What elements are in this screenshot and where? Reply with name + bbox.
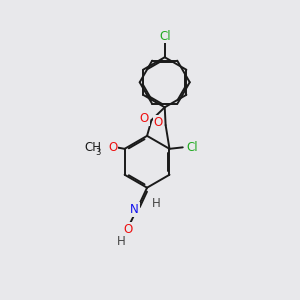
Text: O: O	[123, 223, 133, 236]
Text: Cl: Cl	[159, 29, 170, 43]
Text: 3: 3	[96, 148, 101, 158]
Text: H: H	[152, 197, 161, 210]
Text: CH: CH	[84, 141, 101, 154]
Text: O: O	[140, 112, 149, 125]
Text: O: O	[108, 141, 118, 154]
Text: O: O	[154, 116, 163, 129]
Text: N: N	[130, 203, 139, 216]
Text: Cl: Cl	[186, 141, 198, 154]
Text: H: H	[116, 235, 125, 248]
